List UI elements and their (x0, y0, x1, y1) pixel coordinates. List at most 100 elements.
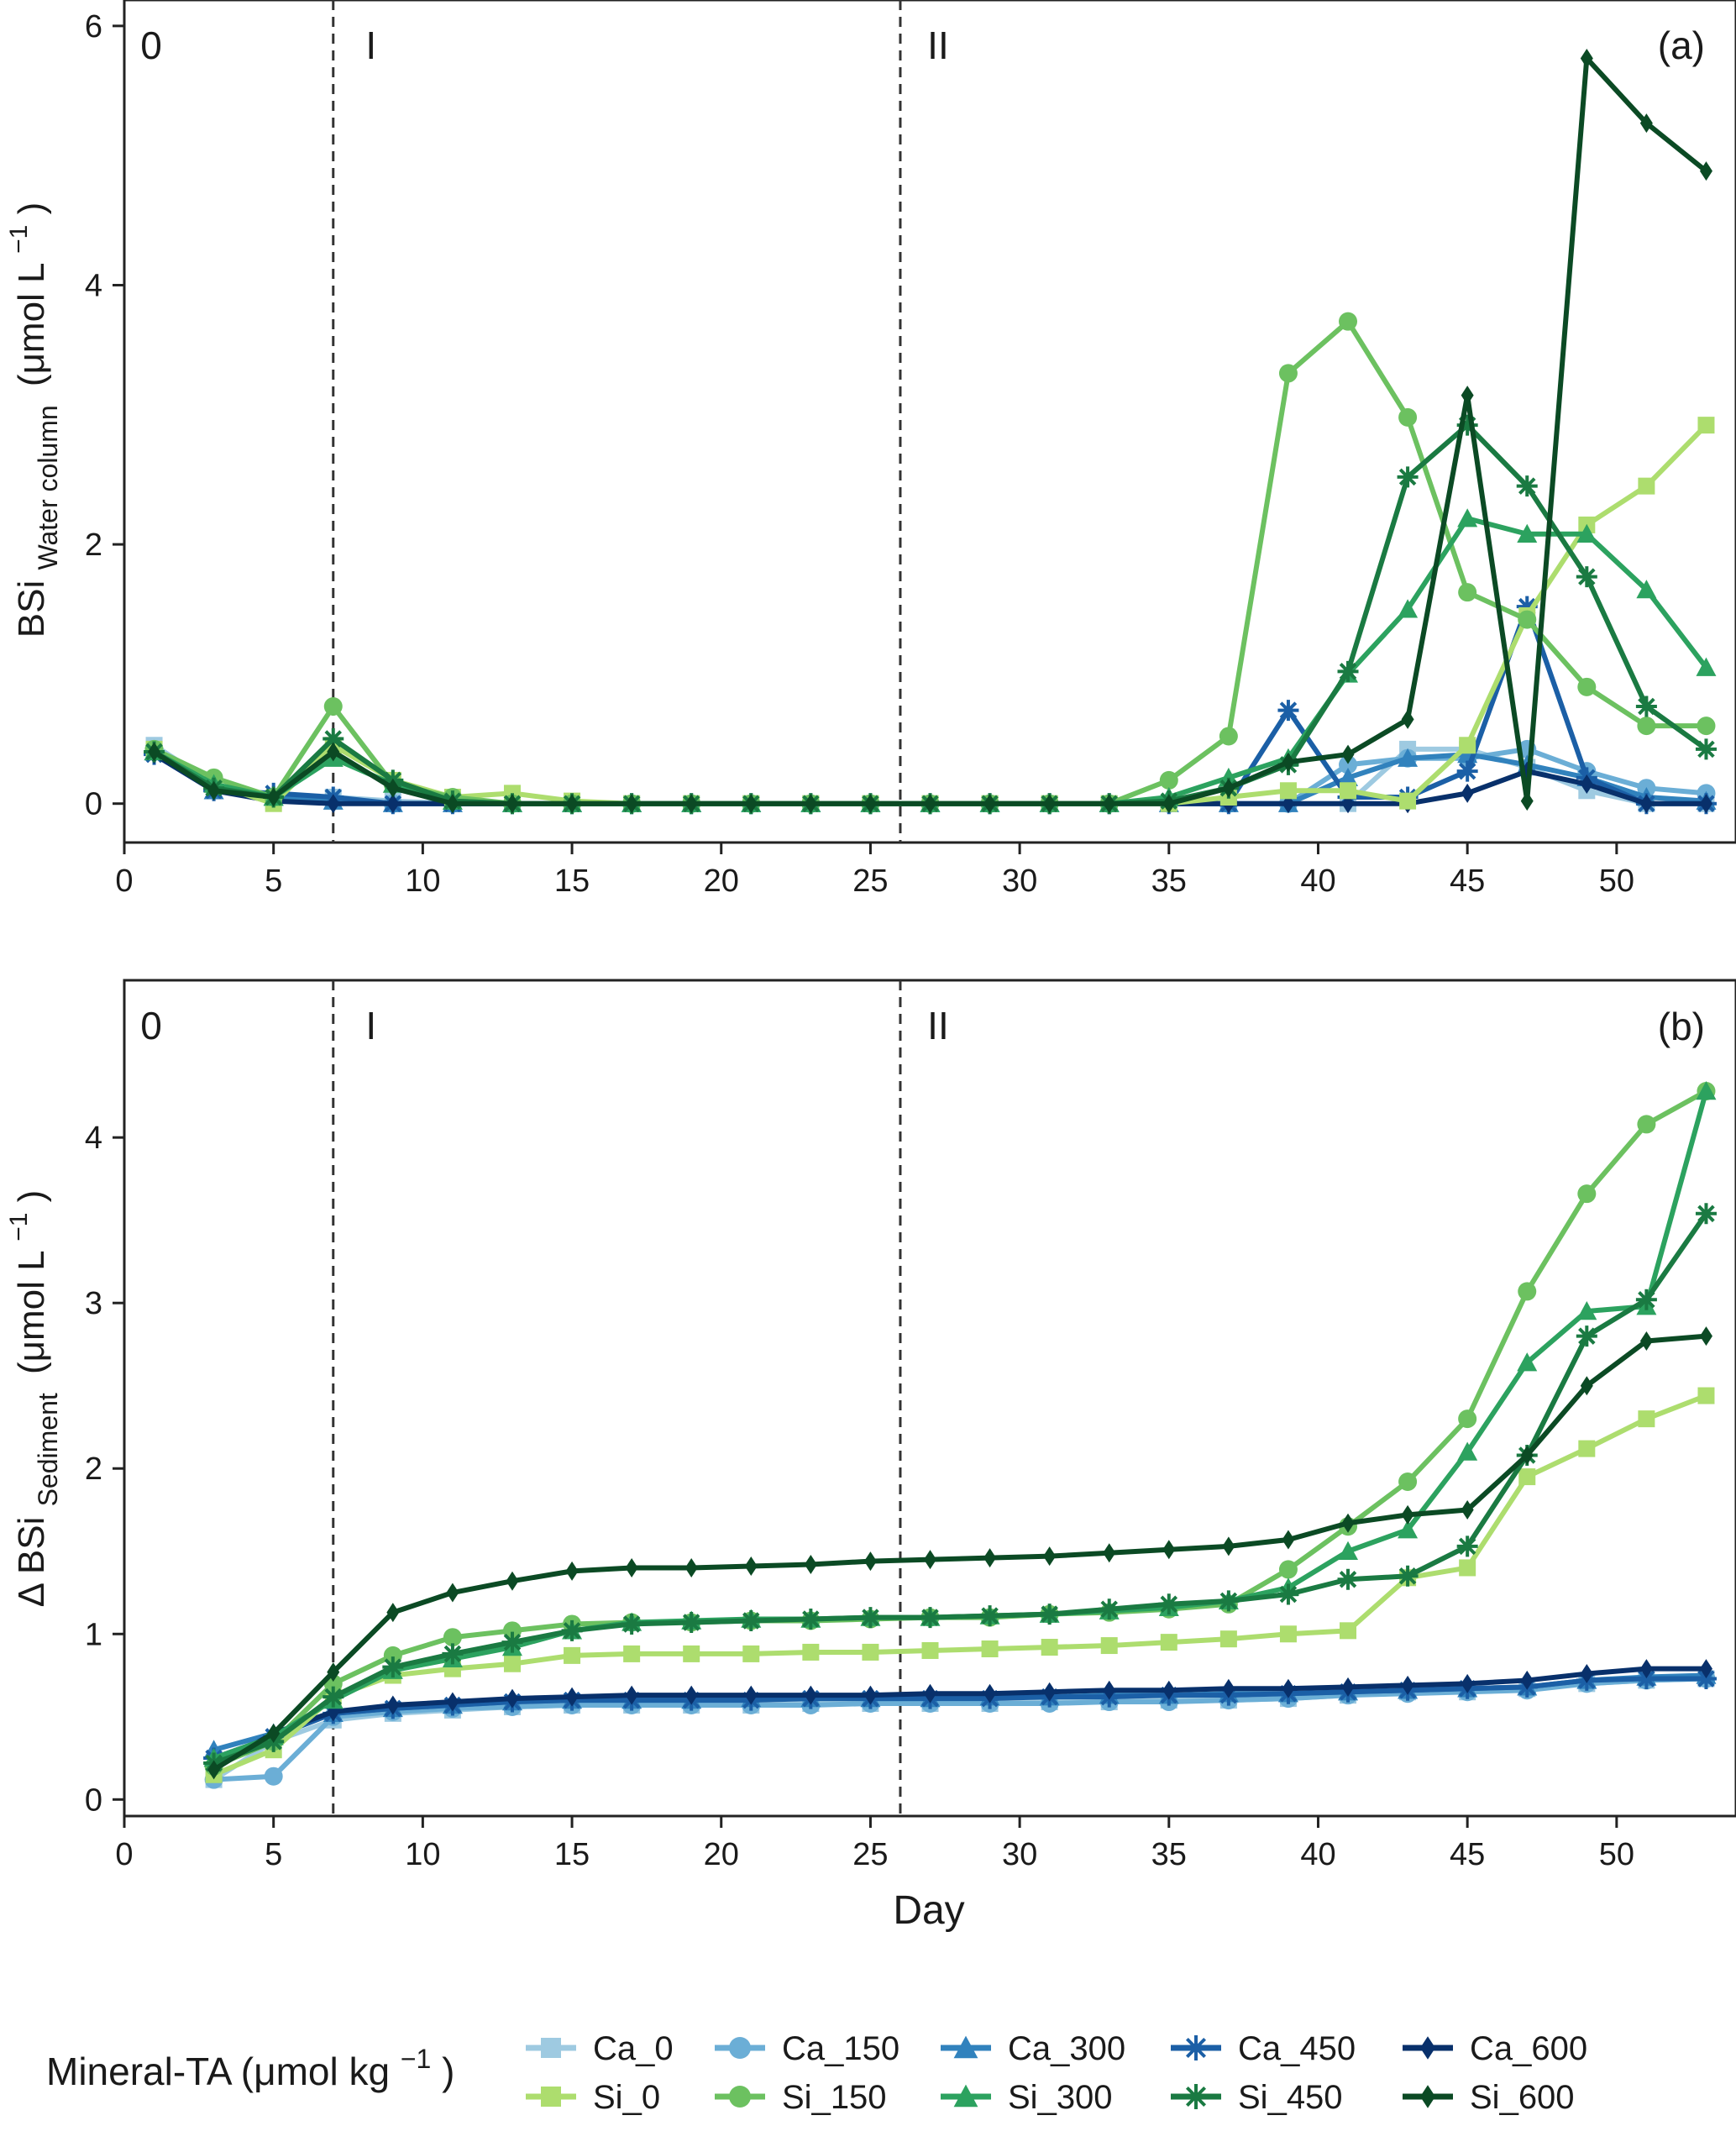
data-point (804, 794, 817, 814)
data-point (1517, 523, 1538, 543)
y-tick-label: 2 (85, 1451, 102, 1487)
data-point (983, 1548, 997, 1568)
data-point (804, 1685, 817, 1705)
legend-label: Si_600 (1470, 2079, 1575, 2116)
data-point (1639, 113, 1653, 134)
data-point (1577, 1184, 1597, 1204)
data-point (1576, 1325, 1597, 1347)
data-point (1279, 782, 1297, 800)
x-tick-label: 0 (115, 864, 133, 899)
data-point (1218, 1590, 1240, 1612)
data-point (1456, 414, 1478, 436)
data-point (1459, 737, 1476, 754)
data-point (924, 794, 936, 814)
y-axis-label-a: BSi Water column (μmol L −1 ) (0, 202, 66, 638)
legend-label: Si_0 (593, 2079, 660, 2116)
legend-item-Ca_0: Ca_0 (526, 2030, 674, 2067)
data-point (1222, 1678, 1235, 1698)
data-point (1520, 1670, 1534, 1690)
data-point (564, 1646, 581, 1664)
data-point (1282, 1678, 1295, 1698)
data-point (1639, 1659, 1653, 1679)
data-point (1103, 794, 1116, 814)
legend-marker (1420, 2085, 1435, 2108)
data-point (1398, 599, 1419, 618)
data-point (621, 1613, 642, 1635)
legend-item-Ca_300: Ca_300 (941, 2030, 1125, 2067)
data-point (625, 1685, 638, 1705)
y-tick-label: 1 (85, 1617, 102, 1652)
x-tick-label: 20 (704, 864, 739, 899)
x-tick-label: 35 (1151, 1837, 1187, 1872)
legend-label: Si_150 (782, 2079, 887, 2116)
panel-label-a: (a) (1658, 24, 1705, 67)
data-point (742, 1645, 760, 1662)
data-point (1696, 657, 1717, 676)
x-tick-label: 40 (1300, 1837, 1335, 1872)
data-point (1159, 770, 1178, 790)
data-point (1341, 1513, 1355, 1533)
data-point (862, 1643, 879, 1661)
data-point (1456, 1535, 1478, 1557)
data-point (1461, 783, 1474, 803)
x-tick-label: 25 (852, 864, 888, 899)
data-point (921, 1641, 939, 1659)
data-point (1695, 738, 1717, 760)
data-point (1695, 1203, 1717, 1225)
data-point (924, 1683, 936, 1703)
data-point (859, 1607, 881, 1629)
data-point (503, 1655, 521, 1672)
series-line (212, 1393, 1707, 1777)
data-point (1457, 1441, 1478, 1461)
legend-marker (1420, 2036, 1435, 2060)
phase-label: I (365, 1004, 376, 1047)
data-point (1339, 312, 1358, 331)
legend-item-Si_600: Si_600 (1403, 2079, 1575, 2116)
data-point (565, 794, 579, 814)
data-point (863, 1551, 877, 1572)
legend-label: Ca_300 (1008, 2030, 1125, 2067)
data-point (1516, 596, 1538, 617)
data-point (148, 742, 161, 762)
data-point (1337, 660, 1359, 682)
data-point (1043, 1682, 1057, 1702)
x-tick-label: 10 (405, 864, 440, 899)
legend-marker (729, 2037, 751, 2059)
series-Ca_600 (207, 1659, 1712, 1777)
data-point (1103, 1680, 1116, 1700)
data-point (386, 1695, 400, 1715)
data-point (565, 1687, 579, 1707)
series-Si_600 (207, 1326, 1712, 1780)
data-point (1337, 1568, 1359, 1590)
y-tick-label: 3 (85, 1286, 102, 1321)
series-line (212, 1666, 1707, 1769)
data-point (625, 794, 638, 814)
y-tick-label: 0 (85, 787, 102, 822)
data-point (744, 1685, 758, 1705)
data-point (501, 1631, 523, 1653)
data-point (1456, 760, 1478, 782)
legend-label: Ca_450 (1238, 2030, 1356, 2067)
data-point (327, 1662, 340, 1682)
data-point (1459, 1559, 1476, 1577)
data-point (1158, 1593, 1180, 1615)
legend-item-Ca_600: Ca_600 (1403, 2030, 1587, 2067)
data-point (1699, 794, 1712, 814)
data-point (1637, 1115, 1656, 1134)
legend-item-Si_300: Si_300 (941, 2079, 1113, 2116)
data-point (264, 1766, 283, 1786)
data-point (207, 780, 221, 801)
data-point (1576, 523, 1597, 543)
data-point (1697, 1387, 1715, 1404)
series-Si_600 (148, 48, 1712, 814)
y-tick-label: 2 (85, 528, 102, 563)
data-point (327, 794, 340, 814)
data-point (684, 1685, 698, 1705)
data-point (1222, 1536, 1235, 1556)
y-axis-label-b: Δ BSi Sediment (μmol L −1 ) (0, 1190, 66, 1608)
data-point (1397, 466, 1419, 488)
data-point (442, 1643, 464, 1665)
data-point (625, 1557, 638, 1577)
series-Si_450 (203, 1203, 1717, 1774)
